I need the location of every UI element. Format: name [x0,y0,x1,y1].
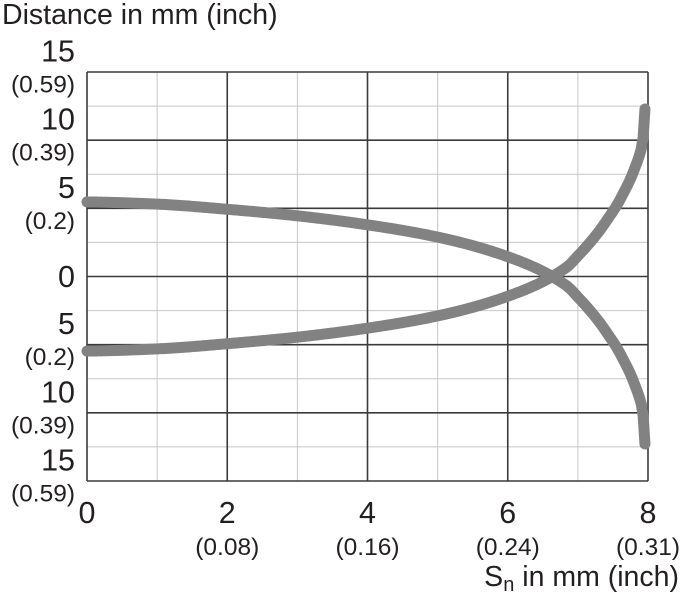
svg-text:(0.31): (0.31) [616,534,680,561]
svg-text:(0.2): (0.2) [25,208,75,235]
svg-text:10: 10 [41,103,75,137]
svg-text:Distance in mm (inch): Distance in mm (inch) [2,0,278,31]
svg-text:4: 4 [359,496,376,530]
svg-text:(0.59): (0.59) [11,481,75,508]
svg-text:(0.2): (0.2) [25,344,75,371]
svg-text:Sn in mm (inch): Sn in mm (inch) [484,561,679,596]
svg-text:10: 10 [41,375,75,409]
svg-text:15: 15 [41,444,75,478]
svg-text:2: 2 [219,496,236,530]
svg-text:(0.39): (0.39) [11,412,75,439]
svg-text:8: 8 [640,496,657,530]
svg-text:0: 0 [79,496,96,530]
svg-text:5: 5 [58,171,75,205]
svg-text:(0.08): (0.08) [195,534,259,561]
svg-text:(0.16): (0.16) [335,534,399,561]
svg-text:5: 5 [58,307,75,341]
svg-text:15: 15 [41,35,75,69]
svg-text:(0.59): (0.59) [11,72,75,99]
svg-text:(0.39): (0.39) [11,140,75,167]
svg-text:0: 0 [58,260,75,294]
svg-text:6: 6 [499,496,516,530]
svg-text:(0.24): (0.24) [476,534,540,561]
